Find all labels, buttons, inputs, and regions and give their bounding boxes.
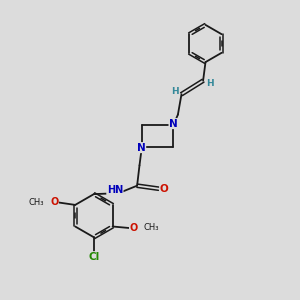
Text: H: H bbox=[171, 87, 179, 96]
Text: CH₃: CH₃ bbox=[29, 198, 44, 207]
Text: N: N bbox=[137, 142, 146, 153]
Text: N: N bbox=[169, 118, 178, 129]
Text: Cl: Cl bbox=[88, 252, 100, 262]
Text: CH₃: CH₃ bbox=[143, 224, 159, 232]
Text: O: O bbox=[160, 184, 169, 194]
Text: O: O bbox=[50, 197, 58, 208]
Text: HN: HN bbox=[107, 184, 123, 195]
Text: H: H bbox=[206, 79, 214, 88]
Text: O: O bbox=[130, 223, 138, 233]
